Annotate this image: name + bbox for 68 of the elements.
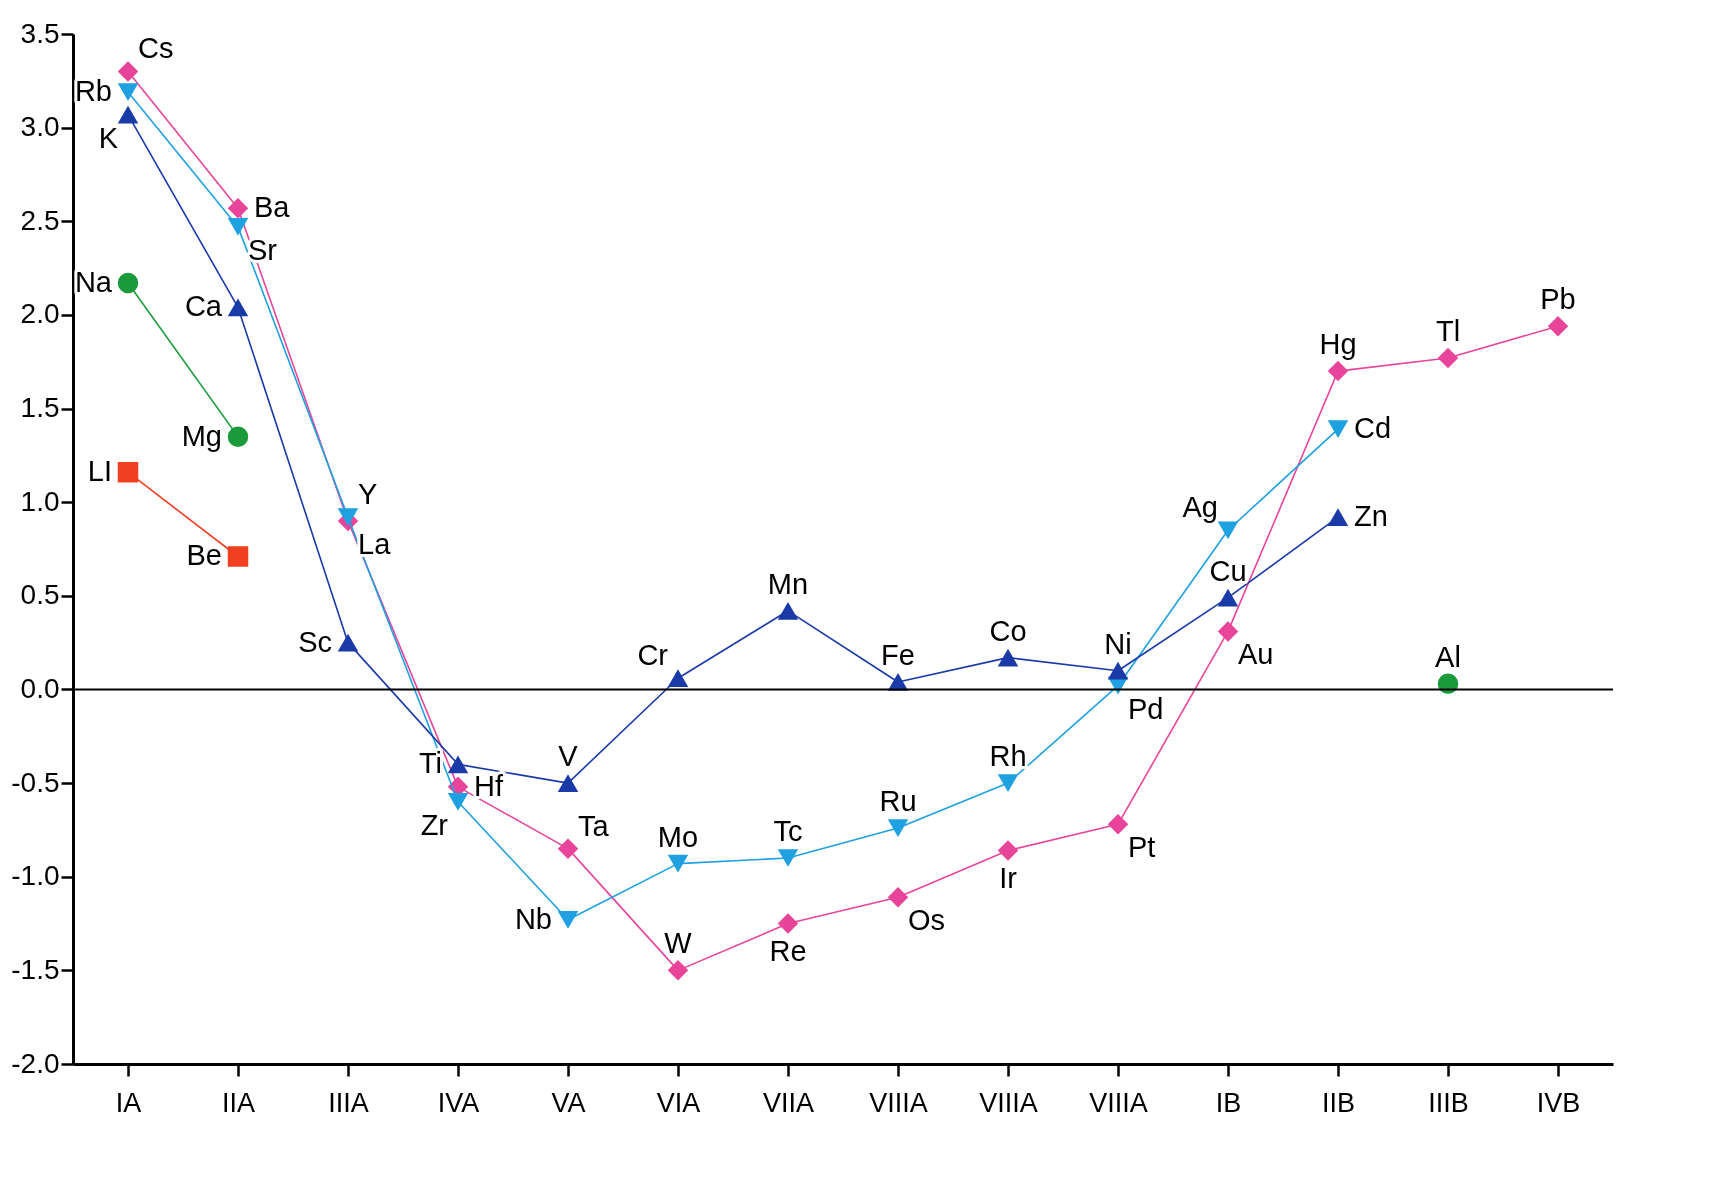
data-label: Be (186, 539, 222, 572)
data-label: Ti (418, 747, 442, 780)
data-label: Co (989, 614, 1027, 647)
data-label: Ni (1104, 627, 1132, 660)
data-label: Pd (1128, 692, 1164, 725)
data-label: Ca (184, 290, 223, 323)
y-tick-label: 3.5 (20, 17, 60, 49)
data-label: Fe (881, 638, 915, 671)
x-tick-label: IB (1215, 1087, 1242, 1118)
x-tick-label: IVB (1536, 1087, 1581, 1118)
data-label: Tl (1435, 314, 1461, 347)
data-label: Re (769, 934, 807, 967)
data-label: Y (358, 478, 378, 511)
data-label: Cu (1209, 554, 1247, 587)
y-tick-label: -1.0 (11, 860, 60, 892)
x-tick-label: IA (115, 1087, 142, 1118)
x-tick-label: VIIA (762, 1087, 815, 1118)
data-label: LI (87, 455, 112, 488)
data-label: Mn (767, 567, 809, 600)
data-label: Sc (298, 625, 332, 658)
data-label: Tc (773, 815, 803, 847)
y-tick-label: -2.0 (11, 1047, 60, 1079)
data-label: Os (908, 904, 946, 937)
data-label: Hg (1319, 328, 1357, 361)
x-tick-label: VA (551, 1087, 586, 1118)
data-label: Mg (181, 419, 222, 452)
y-tick-label: 1.0 (20, 485, 60, 517)
x-tick-label: IIIA (328, 1087, 369, 1118)
x-tick-label: IIB (1321, 1087, 1356, 1118)
x-tick-label: VIA (656, 1087, 701, 1118)
y-tick-label: 1.5 (20, 392, 60, 424)
x-tick-label: IVA (437, 1087, 480, 1118)
data-label: Pb (1540, 283, 1576, 316)
data-label: Rh (989, 740, 1027, 773)
data-label: Ag (1182, 491, 1218, 524)
data-label: Rb (74, 75, 112, 108)
data-label: Cd (1354, 412, 1392, 445)
data-label: La (358, 527, 392, 560)
y-tick-label: 2.0 (20, 298, 60, 330)
y-tick-label: 2.5 (20, 204, 60, 236)
data-label: Ru (879, 785, 917, 818)
data-label: Al (1435, 640, 1461, 673)
x-tick-label: VIIIA (1089, 1087, 1148, 1118)
data-label: Ir (999, 861, 1018, 894)
y-tick-label: -1.5 (11, 953, 60, 985)
x-tick-label: IIA (221, 1087, 256, 1118)
data-label: Ba (254, 191, 291, 224)
data-label: Au (1238, 638, 1274, 671)
data-label: V (558, 740, 579, 773)
data-label: Zn (1354, 500, 1388, 533)
data-label: Cs (138, 32, 174, 65)
x-tick-label: VIIIA (979, 1087, 1038, 1118)
data-label: Ta (578, 809, 610, 842)
data-label: Na (74, 266, 113, 299)
x-tick-label: IIIB (1428, 1087, 1469, 1118)
data-label: Cr (637, 639, 669, 672)
data-label: K (98, 121, 119, 154)
data-label: W (664, 927, 693, 960)
data-label: Zr (420, 808, 449, 841)
y-tick-label: 3.0 (20, 111, 60, 143)
y-tick-label: 0.0 (20, 672, 60, 704)
y-tick-label: -0.5 (11, 766, 60, 798)
data-label: Pt (1128, 831, 1156, 864)
data-label: Mo (657, 820, 699, 853)
data-label: Hf (474, 769, 504, 802)
data-label: Nb (514, 902, 552, 935)
x-tick-label: VIIIA (869, 1087, 928, 1118)
y-tick-label: 0.5 (20, 579, 60, 611)
